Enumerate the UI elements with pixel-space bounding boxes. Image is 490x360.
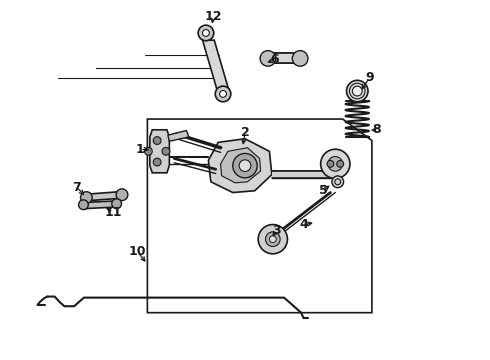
Text: 12: 12	[204, 10, 222, 23]
Polygon shape	[84, 192, 125, 201]
Text: 11: 11	[104, 206, 122, 219]
Polygon shape	[202, 40, 229, 90]
Circle shape	[320, 149, 350, 179]
Polygon shape	[208, 139, 272, 193]
Circle shape	[332, 176, 343, 188]
Circle shape	[233, 153, 257, 178]
Text: 10: 10	[129, 245, 147, 258]
Polygon shape	[81, 201, 120, 209]
Text: 8: 8	[372, 123, 381, 136]
Text: 3: 3	[272, 224, 281, 237]
Circle shape	[80, 192, 92, 203]
Circle shape	[293, 51, 308, 66]
Circle shape	[337, 161, 343, 167]
Text: 7: 7	[72, 181, 81, 194]
Circle shape	[215, 86, 231, 102]
Text: 1: 1	[136, 143, 145, 156]
Circle shape	[116, 189, 128, 201]
Text: 5: 5	[318, 184, 327, 197]
Circle shape	[327, 161, 334, 167]
Polygon shape	[220, 148, 261, 183]
Circle shape	[198, 25, 214, 41]
Circle shape	[260, 51, 276, 66]
Circle shape	[153, 158, 161, 166]
Circle shape	[346, 80, 368, 102]
Circle shape	[270, 236, 276, 243]
Circle shape	[328, 157, 343, 171]
Circle shape	[220, 90, 226, 97]
Circle shape	[202, 30, 209, 36]
Circle shape	[239, 160, 251, 171]
Circle shape	[162, 147, 170, 155]
Text: 4: 4	[299, 218, 308, 231]
Circle shape	[153, 137, 161, 144]
Polygon shape	[272, 171, 333, 178]
Circle shape	[145, 147, 152, 155]
Text: 9: 9	[365, 71, 374, 84]
Polygon shape	[267, 53, 301, 63]
Polygon shape	[150, 130, 170, 173]
Circle shape	[78, 200, 88, 210]
Polygon shape	[168, 131, 189, 141]
Circle shape	[258, 225, 288, 254]
Text: 6: 6	[270, 53, 279, 66]
Circle shape	[112, 199, 122, 208]
Circle shape	[266, 232, 280, 247]
Circle shape	[352, 86, 362, 96]
Text: 2: 2	[241, 126, 249, 139]
